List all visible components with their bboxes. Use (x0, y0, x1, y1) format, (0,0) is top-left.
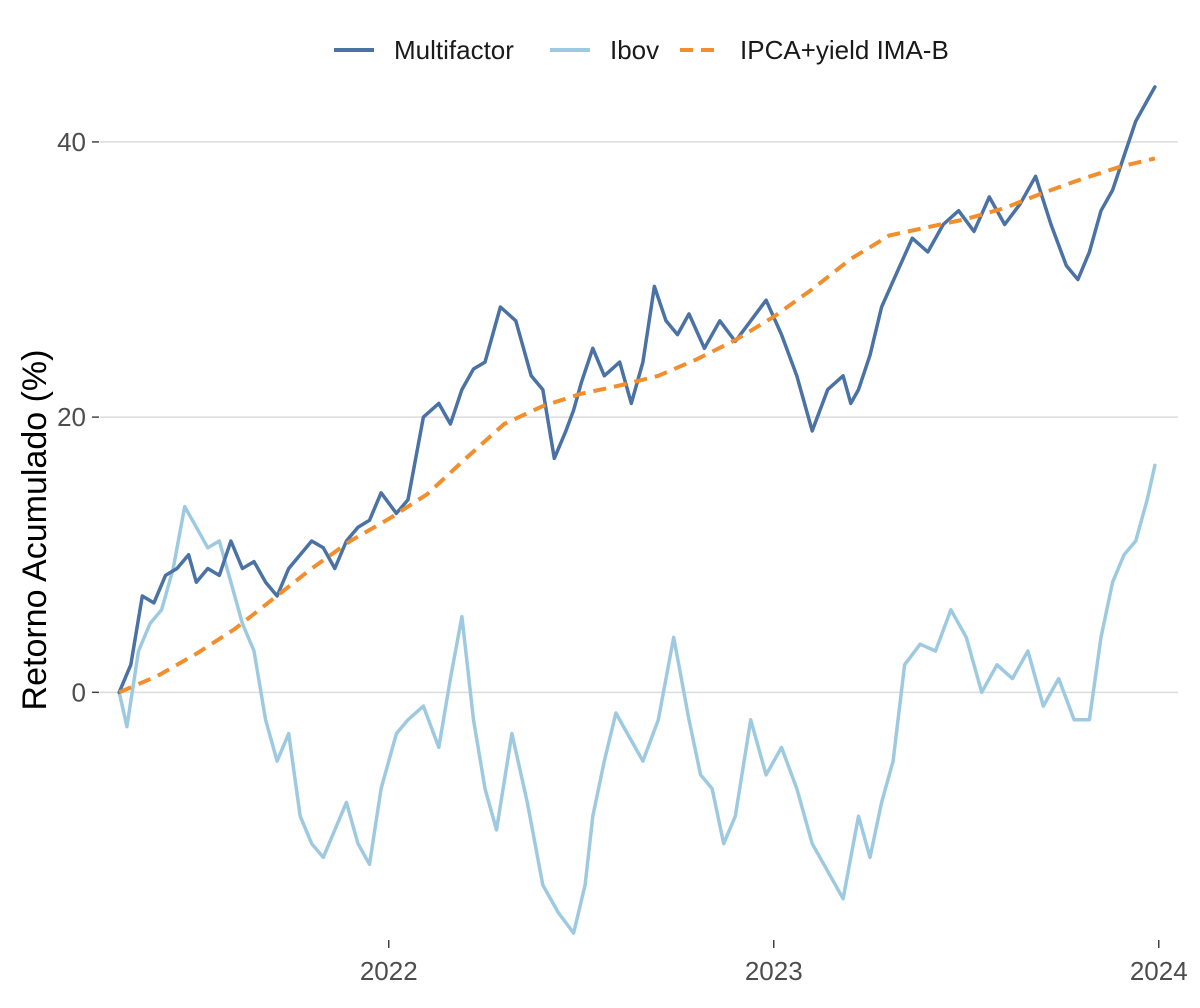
series-line-ipca-yield-ima-b (118, 156, 1156, 695)
y-tick-label: 20 (57, 402, 86, 432)
legend-label-2: Ibov (610, 35, 659, 65)
legend-label-1: Multifactor (394, 35, 514, 65)
series-line-ibov (117, 463, 1157, 935)
legend-label-3: IPCA+yield IMA-B (740, 35, 949, 65)
x-tick-label: 2022 (360, 956, 418, 986)
axis-layer: 0 20 40 2022 2023 2024 Retorno Acumulado (%) (16, 127, 1188, 986)
legend: Multifactor Ibov IPCA+yield IMA-B (334, 35, 949, 65)
grid-layer (100, 141, 1178, 694)
x-tick-label: 2023 (745, 956, 803, 986)
y-axis-title: Retorno Acumulado (%) (16, 350, 54, 711)
x-tick-label: 2024 (1130, 956, 1188, 986)
y-tick-label: 0 (72, 677, 86, 707)
series-layer (117, 85, 1157, 935)
series-line-multifactor (117, 85, 1157, 695)
y-tick-label: 40 (57, 127, 86, 157)
